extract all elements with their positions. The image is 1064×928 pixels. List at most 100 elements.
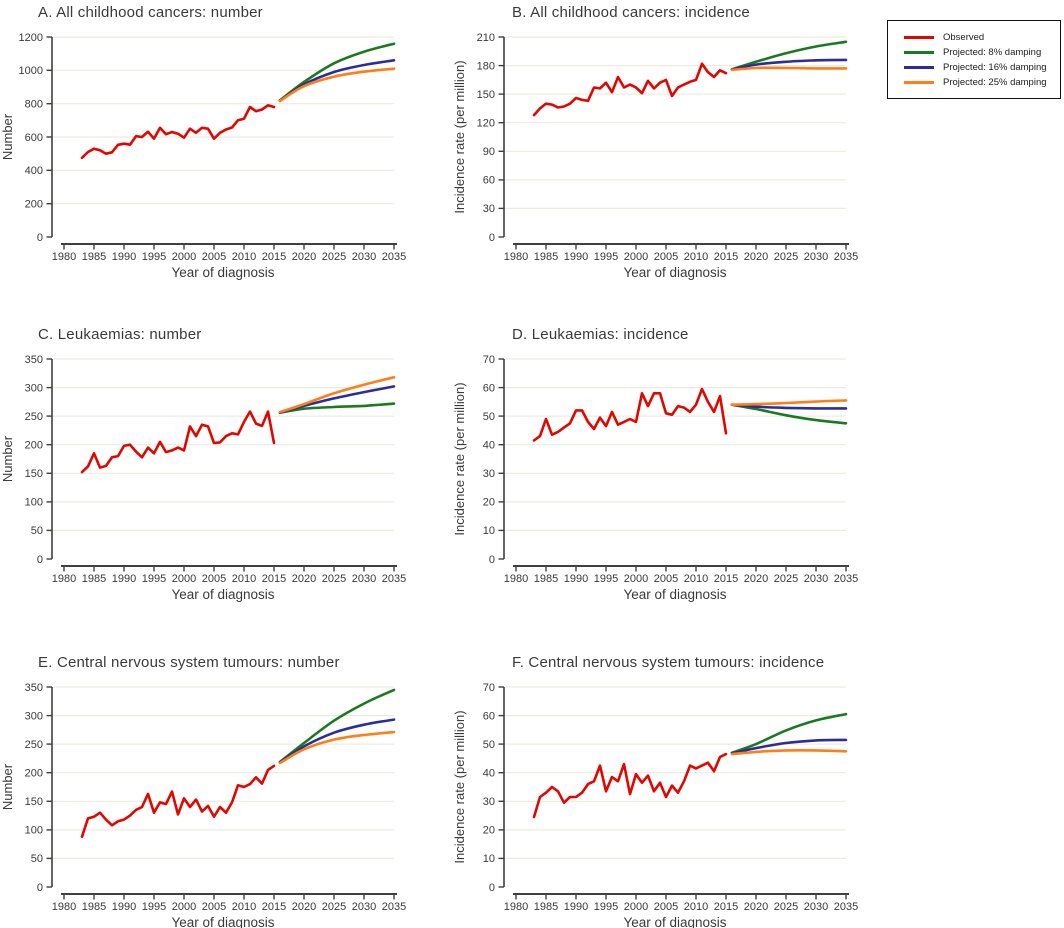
y-tick-label: 200: [25, 440, 43, 452]
chart-plot-e: 0 50 100 150 200 250 300 350 1980 1985 1990 1995 200…: [0, 682, 406, 928]
x-tick-label: 2005: [202, 901, 226, 913]
x-tick-label: 2025: [322, 901, 346, 913]
legend-label: Projected: 25% damping: [943, 77, 1047, 88]
y-tick-label: 0: [489, 232, 495, 244]
y-axis: 0 30 60 90 120 150 180 210: [477, 32, 505, 244]
x-tick-label: 2020: [292, 251, 316, 263]
y-tick-label: 40: [483, 768, 495, 780]
y-tick-label: 10: [483, 525, 495, 537]
y-axis-title: Incidence rate (per million): [452, 710, 467, 863]
y-tick-label: 200: [25, 199, 43, 211]
legend-item: Projected: 8% damping: [898, 45, 1050, 60]
y-tick-label: 1200: [19, 32, 43, 44]
series-observed: [80, 410, 276, 474]
gridlines: [504, 686, 846, 859]
series-projected: [278, 688, 396, 764]
y-tick-label: 70: [483, 354, 495, 366]
x-tick-label: 2005: [654, 251, 678, 263]
x-axis-title: Year of diagnosis: [171, 915, 274, 928]
x-tick-label: 2005: [654, 901, 678, 913]
x-tick-label: 2005: [654, 573, 678, 585]
y-tick-label: 210: [477, 32, 495, 44]
gridlines: [52, 686, 394, 859]
x-tick-label: 1990: [564, 573, 588, 585]
panel-title-d: D. Leukaemias: incidence: [512, 326, 689, 343]
y-tick-label: 0: [37, 232, 43, 244]
chart-plot-a: 0 200 400 600 800 1000 1200 1980 1985 1990 1995 200…: [0, 32, 406, 280]
legend-item: Observed: [898, 30, 1050, 45]
chart-panel-f: F. Central nervous system tumours: incid…: [452, 650, 896, 928]
y-tick-label: 0: [37, 554, 43, 566]
x-tick-label: 1980: [504, 251, 528, 263]
series-projected: [730, 712, 848, 754]
y-tick-label: 0: [37, 882, 43, 894]
series-projected: [278, 730, 396, 765]
x-tick-label: 2020: [744, 573, 768, 585]
series-observed: [532, 387, 728, 442]
x-tick-label: 2025: [322, 573, 346, 585]
series-projected: [730, 403, 848, 410]
x-tick-label: 1985: [82, 251, 106, 263]
x-tick-label: 2000: [172, 901, 196, 913]
x-tick-label: 1980: [504, 573, 528, 585]
legend-box: Observed Projected: 8% damping Projected: …: [887, 20, 1061, 99]
x-tick-label: 1995: [142, 901, 166, 913]
x-tick-label: 2015: [714, 251, 738, 263]
series-projected: [730, 748, 848, 756]
y-tick-label: 350: [25, 354, 43, 366]
y-axis: 0 50 100 150 200 250 300 350: [25, 682, 53, 894]
x-axis: 1980 1985 1990 1995 2000 2005 2010 2015 2020 2025…: [52, 893, 406, 913]
x-axis-title: Year of diagnosis: [171, 587, 274, 602]
chart-plot-c: 0 50 100 150 200 250 300 350 1980 1985 1990 1995 200…: [0, 354, 406, 602]
y-tick-label: 30: [483, 468, 495, 480]
x-axis-title: Year of diagnosis: [623, 587, 726, 602]
y-tick-label: 90: [483, 146, 495, 158]
legend-label: Projected: 8% damping: [943, 47, 1042, 58]
series-projected: [730, 40, 848, 71]
series-projected: [730, 66, 848, 72]
y-tick-label: 600: [25, 132, 43, 144]
y-tick-label: 50: [483, 739, 495, 751]
y-axis-title: Number: [0, 763, 15, 810]
series-observed: [532, 62, 728, 117]
x-tick-label: 2030: [352, 901, 376, 913]
y-tick-label: 400: [25, 165, 43, 177]
x-tick-label: 2010: [684, 573, 708, 585]
y-tick-label: 300: [25, 382, 43, 394]
legend-label: Projected: 16% damping: [943, 62, 1047, 73]
chart-panel-e: E. Central nervous system tumours: numbe…: [0, 650, 444, 928]
y-tick-label: 40: [483, 440, 495, 452]
gridlines: [504, 358, 846, 531]
panel-title-a: A. All childhood cancers: number: [38, 4, 263, 21]
x-tick-label: 2005: [202, 573, 226, 585]
y-tick-label: 300: [25, 710, 43, 722]
x-tick-label: 2035: [834, 251, 858, 263]
legend-line-swatch: [904, 81, 934, 84]
y-tick-label: 60: [483, 382, 495, 394]
x-tick-label: 2000: [172, 251, 196, 263]
x-tick-label: 2035: [382, 573, 406, 585]
x-tick-label: 1995: [594, 573, 618, 585]
y-tick-label: 60: [483, 175, 495, 187]
x-tick-label: 1985: [534, 573, 558, 585]
x-tick-label: 2010: [232, 901, 256, 913]
x-axis: 1980 1985 1990 1995 2000 2005 2010 2015 2020 2025…: [52, 243, 406, 263]
y-tick-label: 1000: [19, 65, 43, 77]
x-tick-label: 2025: [322, 251, 346, 263]
y-axis-title: Incidence rate (per million): [452, 382, 467, 535]
x-tick-label: 2030: [804, 251, 828, 263]
y-axis-title: Number: [0, 435, 15, 482]
y-tick-label: 150: [25, 468, 43, 480]
panel-title-c: C. Leukaemias: number: [38, 326, 202, 343]
y-tick-label: 20: [483, 497, 495, 509]
x-tick-label: 2030: [352, 573, 376, 585]
x-tick-label: 2020: [292, 901, 316, 913]
x-axis-title: Year of diagnosis: [623, 265, 726, 280]
x-tick-label: 2030: [352, 251, 376, 263]
y-tick-label: 250: [25, 411, 43, 423]
series-observed: [80, 104, 276, 160]
gridlines: [52, 36, 394, 205]
x-tick-label: 2010: [232, 573, 256, 585]
y-tick-label: 800: [25, 99, 43, 111]
y-tick-label: 350: [25, 682, 43, 694]
